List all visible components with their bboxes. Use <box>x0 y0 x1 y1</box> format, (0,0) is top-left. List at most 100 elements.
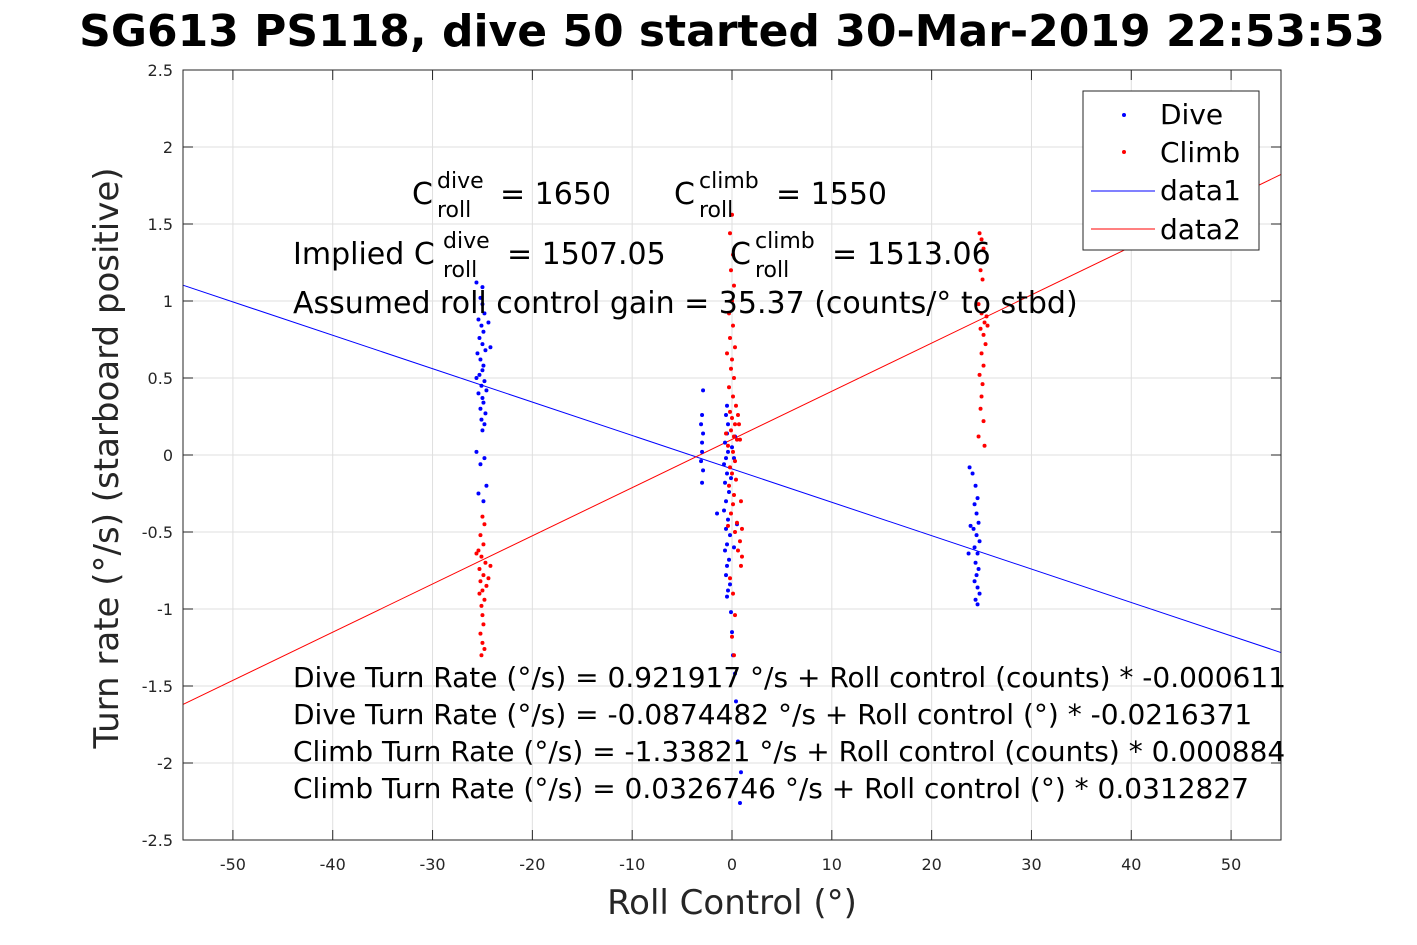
dive-point <box>700 449 705 454</box>
dive-point <box>479 383 484 388</box>
climb-point <box>729 366 734 371</box>
dive-point <box>735 739 740 744</box>
climb-point <box>483 560 488 565</box>
dive-point <box>726 449 731 454</box>
climb-point <box>478 579 483 584</box>
climb-point <box>729 428 734 433</box>
implied-climb-base: C <box>730 237 751 272</box>
dive-point <box>484 388 489 393</box>
plot-frame <box>182 69 1282 841</box>
climb-point <box>731 653 736 658</box>
dive-point <box>729 476 734 481</box>
climb-point <box>730 299 734 303</box>
dive-point <box>726 517 731 522</box>
dive-point <box>974 511 979 516</box>
dive-point <box>484 483 489 488</box>
climb-point <box>730 471 734 476</box>
y-tick-label: -2 <box>157 754 173 773</box>
x-tick-label: 20 <box>921 855 941 874</box>
climb-point <box>730 634 734 639</box>
climb-point <box>480 640 485 645</box>
c-climb-base: C <box>674 177 695 212</box>
climb-point <box>481 573 486 578</box>
dive-point <box>483 411 488 416</box>
climb-point <box>976 434 981 439</box>
dive-point <box>477 335 482 340</box>
dive-point <box>483 348 488 353</box>
climb-point <box>727 311 732 316</box>
dive-point <box>729 610 734 615</box>
climb-point <box>981 419 986 424</box>
climb-point <box>474 551 479 556</box>
dive-point <box>974 533 979 538</box>
legend-climb-marker <box>1122 150 1126 154</box>
c-climb-sup: climb <box>699 169 759 194</box>
climb-point <box>479 603 484 608</box>
climb-point <box>976 302 981 307</box>
climb-point <box>738 563 743 568</box>
dive-point <box>478 357 483 362</box>
dive-point <box>482 456 487 461</box>
legend-box <box>1082 90 1260 251</box>
implied-climb-sup: climb <box>755 229 815 254</box>
climb-point <box>730 394 735 399</box>
equation-climb-degrees: Climb Turn Rate (°/s) = 0.0326746 °/s + … <box>293 772 1249 805</box>
legend-climb-label: Climb <box>1160 136 1240 169</box>
climb-point <box>486 576 491 581</box>
dive-point <box>474 449 479 454</box>
implied-climb-value: = 1513.06 <box>832 237 991 272</box>
dive-point <box>699 459 704 464</box>
y-tick-label: -2.5 <box>142 831 173 850</box>
x-tick-label: -20 <box>519 855 545 874</box>
dive-point <box>481 400 486 405</box>
dive-point <box>973 597 978 602</box>
dive-point <box>476 317 481 322</box>
dive-point <box>725 594 730 599</box>
dive-point <box>725 542 730 547</box>
dive-point <box>722 462 727 467</box>
implied-dive-sub: roll <box>443 258 477 283</box>
y-tick-label: 0 <box>163 446 173 465</box>
climb-point <box>482 597 487 602</box>
x-tick-label: 50 <box>1221 855 1241 874</box>
dive-point <box>725 403 730 408</box>
climb-point <box>982 320 987 325</box>
dive-point <box>699 422 704 427</box>
c-dive-sup: dive <box>437 169 484 194</box>
climb-point <box>477 566 482 571</box>
climb-point <box>726 443 731 448</box>
dive-point <box>975 585 980 590</box>
climb-point <box>983 342 988 347</box>
climb-point <box>728 335 733 340</box>
climb-point <box>731 376 736 380</box>
legend-data2-label: data2 <box>1160 213 1241 246</box>
dive-point <box>733 699 738 704</box>
dive-point <box>727 489 732 494</box>
gain-annotation: Assumed roll control gain = 35.37 (count… <box>293 286 1078 321</box>
annotation-c-climb: C climb roll = 1550 <box>674 169 887 223</box>
climb-point <box>478 533 483 538</box>
dive-point <box>731 545 736 550</box>
dive-point <box>701 431 706 436</box>
x-tick-label: 40 <box>1121 855 1141 874</box>
implied-dive-sup: dive <box>443 229 490 254</box>
climb-point <box>978 326 983 331</box>
dive-point <box>737 801 742 806</box>
dive-point <box>480 428 485 433</box>
climb-point <box>481 542 486 547</box>
climb-point <box>726 523 731 528</box>
dive-point <box>728 533 733 538</box>
fit-line-data2 <box>182 173 1282 705</box>
dive-point <box>477 372 482 377</box>
dive-point <box>727 557 732 562</box>
climb-point <box>737 437 742 442</box>
climb-point <box>479 554 484 559</box>
climb-point <box>979 351 984 356</box>
dive-point <box>972 545 977 550</box>
climb-point <box>979 311 984 316</box>
dive-point <box>481 499 486 504</box>
dive-point <box>478 295 483 300</box>
climb-point <box>731 283 736 288</box>
climb-point <box>731 434 736 439</box>
climb-point <box>980 382 985 387</box>
